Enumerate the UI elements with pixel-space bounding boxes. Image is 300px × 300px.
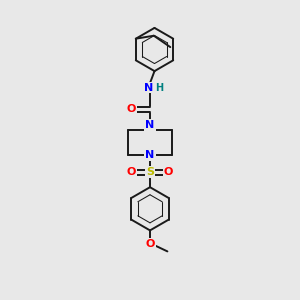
Text: H: H: [155, 82, 164, 93]
Text: O: O: [127, 104, 136, 114]
Text: S: S: [146, 167, 154, 177]
Text: O: O: [127, 167, 136, 177]
Text: N: N: [144, 82, 153, 93]
Text: O: O: [164, 167, 173, 177]
Text: N: N: [146, 120, 154, 130]
Text: N: N: [146, 150, 154, 160]
Text: O: O: [145, 239, 155, 249]
